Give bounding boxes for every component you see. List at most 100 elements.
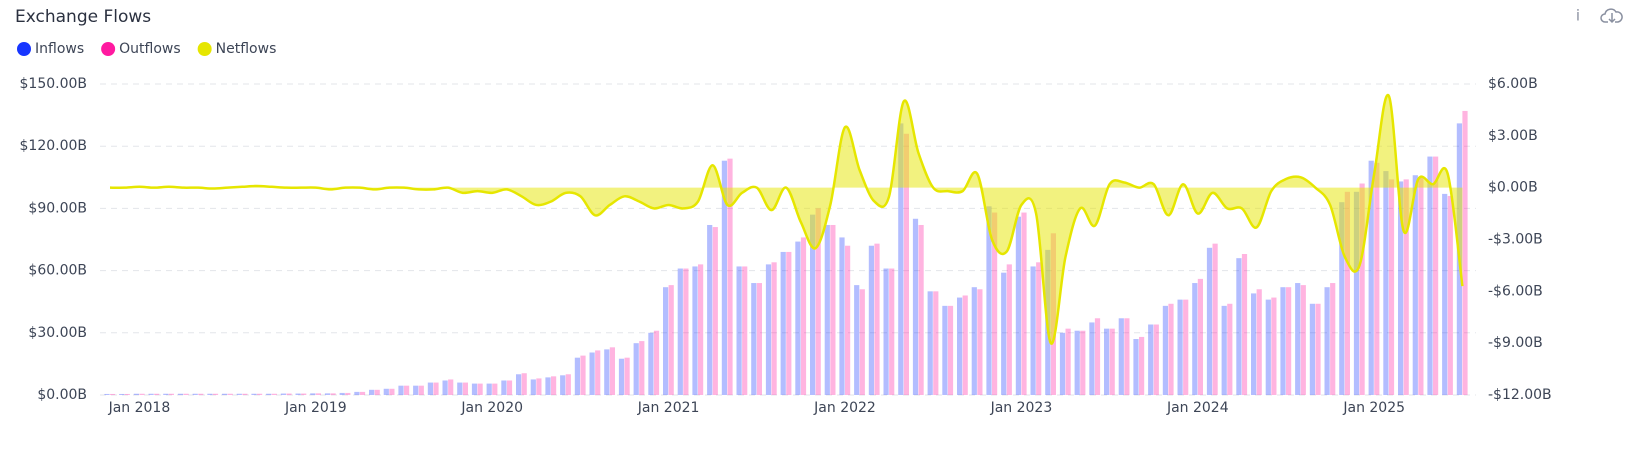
legend-label: Outflows [119,41,181,57]
bar [1353,191,1360,395]
legend-swatch [197,42,212,56]
y2-tick-label: -$12.00B [1488,387,1552,403]
bar [1315,303,1321,395]
bar [1359,183,1365,395]
bar [1427,156,1433,395]
bar [545,377,551,395]
bar [1418,177,1424,395]
bar [1344,191,1350,395]
legend-item[interactable]: Netflows [197,41,277,57]
bar [1015,216,1021,395]
bar [604,349,610,395]
bar [1442,193,1448,395]
bar [506,380,513,395]
bar [389,388,395,395]
bar [404,385,410,395]
bar [830,224,836,395]
bar [1183,299,1189,395]
bar [345,392,351,395]
bar [1309,303,1315,395]
y2-tick-label: -$9.00B [1488,335,1543,351]
bar [639,341,645,395]
bar [1300,285,1306,395]
bar [462,382,468,395]
bar [1236,258,1242,395]
legend-item[interactable]: Outflows [101,41,181,57]
bar [168,393,174,395]
y-tick-label: $30.00B [28,325,87,341]
bar [903,133,909,395]
legend-swatch [101,42,116,56]
bar [374,389,380,395]
bar [301,393,307,395]
bar [942,305,948,395]
bar [839,237,845,395]
bar [104,393,110,395]
bar [139,393,145,395]
bar [477,383,483,395]
bar [242,393,248,395]
svg-text:i: i [1576,7,1580,25]
bar [859,289,865,395]
y2-tick-label: -$3.00B [1488,232,1543,248]
x-tick-label: Jan 2024 [1166,400,1229,416]
bar [1286,287,1292,395]
bar [448,379,454,395]
bar [212,393,219,395]
bar [207,393,213,395]
bar [595,350,601,395]
bar [698,264,704,395]
legend-item[interactable]: Inflows [17,41,84,57]
bar [1168,303,1174,395]
bar [486,383,492,395]
bar [222,393,228,395]
bar [1124,318,1130,395]
bar [574,357,580,395]
bar [1388,179,1395,395]
y-tick-label: $120.00B [20,138,88,154]
bar [536,378,542,395]
bar [962,295,968,395]
bar [359,391,366,395]
bar [427,382,433,395]
bar [648,332,654,395]
bar [251,393,257,395]
bar [530,379,536,395]
bar [266,393,272,395]
bar [1227,303,1233,395]
bar [868,245,874,395]
bar [257,393,263,395]
bar [927,291,933,395]
bar [1295,283,1301,395]
bar [551,376,557,395]
bar [633,343,639,395]
bar [883,268,889,395]
info-icon[interactable]: i [1576,7,1580,25]
y-tick-label: $90.00B [28,200,87,216]
bar [501,380,507,395]
bar [1339,202,1345,395]
bar [310,393,316,395]
x-tick-label: Jan 2022 [813,400,876,416]
y2-tick-label: $3.00B [1488,128,1538,144]
bar [1162,305,1168,395]
bar [1433,156,1439,395]
bar [1280,287,1286,395]
bar [286,393,292,395]
bar [198,393,204,395]
bar [624,357,630,395]
bar [398,385,404,395]
bar [1197,278,1203,395]
bar [119,393,125,395]
download-icon[interactable] [1600,8,1623,24]
lines [109,93,1464,345]
netflow-line [109,93,1464,345]
bar [854,285,860,395]
y2-tick-label: -$6.00B [1488,283,1543,299]
bar [912,218,919,395]
bar [315,393,321,395]
y-tick-label: $60.00B [28,263,87,279]
bar [889,268,895,395]
